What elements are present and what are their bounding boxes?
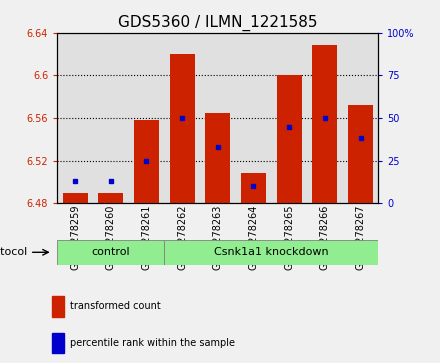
Bar <box>312 45 337 203</box>
Bar <box>271 33 307 203</box>
Bar <box>164 33 200 203</box>
Bar <box>134 120 159 203</box>
Bar <box>236 33 271 203</box>
Bar <box>348 105 373 203</box>
Text: percentile rank within the sample: percentile rank within the sample <box>70 338 235 348</box>
Bar <box>277 75 302 203</box>
Bar <box>343 33 378 203</box>
Bar <box>170 54 194 203</box>
FancyBboxPatch shape <box>57 240 164 265</box>
Bar <box>52 296 64 317</box>
Bar <box>52 333 64 353</box>
Bar <box>57 33 93 203</box>
Bar <box>93 33 128 203</box>
Text: protocol: protocol <box>0 247 27 257</box>
Bar <box>241 174 266 203</box>
Bar <box>200 33 236 203</box>
Bar <box>62 193 88 203</box>
Text: transformed count: transformed count <box>70 301 161 311</box>
Bar <box>307 33 343 203</box>
Bar <box>128 33 164 203</box>
Bar <box>98 193 123 203</box>
Bar <box>205 113 230 203</box>
Text: control: control <box>92 247 130 257</box>
FancyBboxPatch shape <box>164 240 378 265</box>
Text: Csnk1a1 knockdown: Csnk1a1 knockdown <box>214 247 329 257</box>
Title: GDS5360 / ILMN_1221585: GDS5360 / ILMN_1221585 <box>118 15 318 31</box>
